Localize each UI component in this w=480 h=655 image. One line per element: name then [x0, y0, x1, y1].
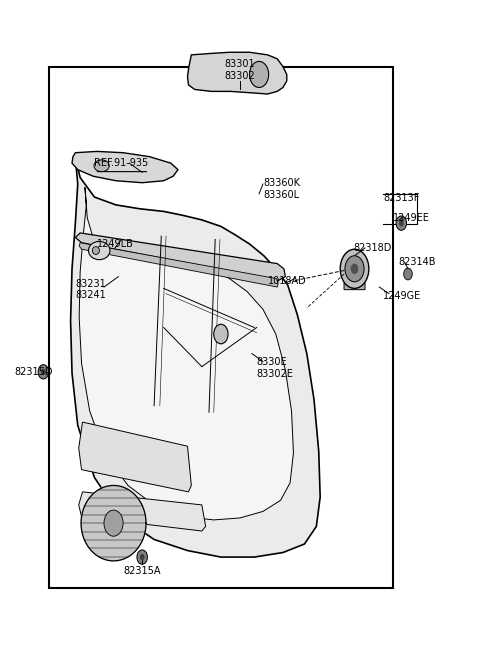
Circle shape [340, 250, 369, 288]
Circle shape [140, 554, 144, 560]
Circle shape [137, 550, 147, 564]
Polygon shape [188, 52, 287, 94]
Text: 82315A: 82315A [123, 567, 161, 576]
Ellipse shape [94, 160, 109, 172]
Text: 1249GE: 1249GE [383, 291, 421, 301]
Text: REF.91-935: REF.91-935 [95, 158, 149, 168]
Text: 83301
83302: 83301 83302 [225, 59, 255, 81]
Circle shape [214, 324, 228, 344]
Polygon shape [79, 187, 293, 520]
Bar [49, 67, 393, 588]
Circle shape [351, 263, 359, 274]
Circle shape [41, 369, 46, 375]
Text: 83231
83241: 83231 83241 [75, 279, 106, 301]
Circle shape [404, 268, 412, 280]
Circle shape [250, 62, 269, 88]
Polygon shape [79, 422, 192, 492]
Text: 82315D: 82315D [15, 367, 53, 377]
Polygon shape [75, 233, 285, 280]
Text: 83360K
83360L: 83360K 83360L [263, 178, 300, 200]
Text: 8330E
83302E: 8330E 83302E [257, 357, 294, 379]
Circle shape [396, 216, 407, 231]
Text: 82314B: 82314B [398, 257, 436, 267]
Polygon shape [79, 243, 278, 287]
Circle shape [38, 365, 48, 379]
Polygon shape [71, 158, 320, 557]
Circle shape [345, 255, 364, 282]
Polygon shape [81, 485, 146, 561]
Polygon shape [72, 151, 178, 183]
Text: 1249LB: 1249LB [97, 239, 134, 249]
Ellipse shape [88, 242, 110, 259]
Ellipse shape [92, 247, 99, 254]
Text: 1018AD: 1018AD [268, 276, 306, 286]
Polygon shape [79, 492, 205, 531]
Circle shape [104, 510, 123, 536]
Text: 82318D: 82318D [354, 243, 392, 253]
Text: 82313F: 82313F [383, 193, 420, 203]
Polygon shape [344, 279, 365, 290]
Circle shape [399, 220, 404, 227]
Text: 1249EE: 1249EE [393, 213, 430, 223]
